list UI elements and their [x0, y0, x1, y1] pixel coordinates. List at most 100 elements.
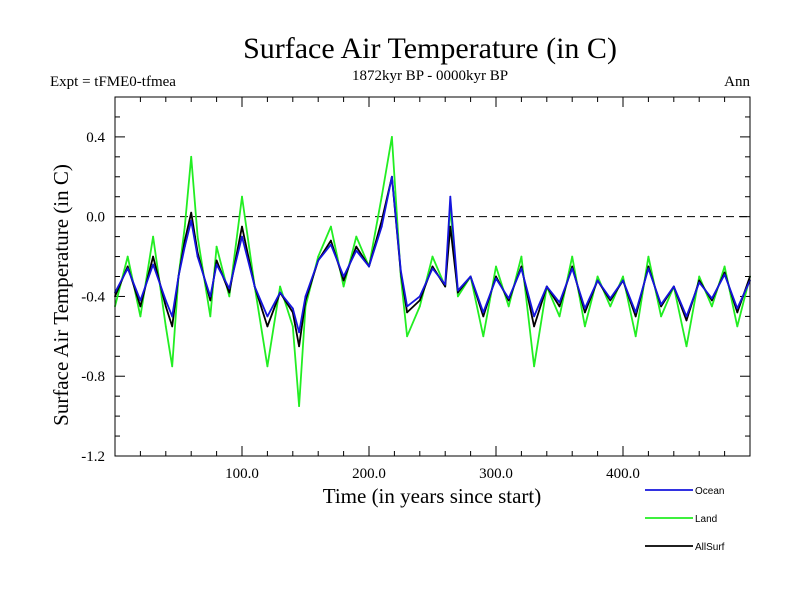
period-label: 1872kyr BP - 0000kyr BP [352, 68, 508, 84]
data-point-allsurf [571, 265, 574, 268]
data-point-ocean [152, 263, 155, 266]
data-point-ocean [558, 301, 561, 304]
chart-title: Surface Air Temperature (in C) [243, 32, 617, 65]
data-point-ocean [215, 263, 218, 266]
data-point-ocean [209, 295, 212, 298]
data-point-allsurf [660, 305, 662, 308]
data-point-ocean [449, 195, 452, 198]
legend-label: Ocean [695, 486, 724, 497]
data-point-ocean [228, 287, 231, 290]
data-point-ocean [304, 295, 307, 298]
data-point-ocean [444, 283, 447, 286]
data-point-allsurf [241, 225, 243, 228]
x-axis-label: Time (in years since start) [323, 484, 542, 508]
data-point-land [647, 255, 650, 258]
data-point-ocean [418, 295, 421, 298]
data-point-land [520, 255, 523, 258]
data-point-ocean [380, 225, 383, 228]
data-point-ocean [164, 299, 167, 302]
y-axis-label: Surface Air Temperature (in C) [49, 164, 73, 426]
data-point-allsurf [723, 271, 726, 274]
data-point-ocean [317, 259, 320, 262]
data-point-ocean [533, 315, 535, 318]
data-point-land [291, 325, 294, 328]
data-point-allsurf [330, 239, 332, 242]
data-point-allsurf [126, 265, 129, 268]
data-point-ocean [634, 311, 637, 314]
data-point-allsurf [533, 325, 535, 328]
data-point-land [533, 365, 535, 368]
data-point-ocean [203, 275, 205, 278]
data-point-ocean [723, 273, 726, 276]
data-point-land [183, 225, 186, 228]
y-tick-label: 0.4 [86, 130, 105, 146]
data-point-ocean [520, 267, 523, 270]
data-point-ocean [685, 315, 688, 318]
series-line-allsurf [114, 175, 751, 348]
x-tick-label: 200.0 [352, 466, 386, 482]
data-point-land [139, 315, 142, 318]
legend-item-ocean: Ocean [645, 486, 724, 497]
data-point-ocean [355, 249, 358, 252]
y-tick-label: -1.2 [81, 449, 105, 465]
series-line-ocean [114, 175, 751, 334]
data-point-allsurf [685, 319, 688, 322]
legend: Ocean Land AllSurf [645, 486, 725, 553]
data-point-allsurf [558, 305, 561, 308]
data-point-allsurf [495, 275, 497, 278]
data-point-ocean [171, 315, 174, 318]
x-tick-label: 300.0 [479, 466, 513, 482]
data-point-ocean [545, 285, 548, 288]
data-point-ocean [266, 315, 269, 318]
data-point-ocean [241, 235, 243, 238]
data-point-allsurf [736, 311, 739, 314]
data-point-land [736, 325, 739, 328]
data-point-allsurf [431, 265, 434, 268]
data-point-ocean [406, 305, 408, 308]
data-point-ocean [368, 265, 370, 268]
data-point-land [418, 305, 421, 308]
data-point-ocean [126, 267, 129, 270]
data-point-land [685, 345, 688, 348]
data-point-allsurf [228, 291, 231, 294]
data-point-land [209, 315, 212, 318]
data-point-land [342, 285, 345, 288]
data-point-land [152, 235, 155, 238]
series-layer [114, 135, 751, 408]
data-point-ocean [609, 297, 612, 300]
data-point-ocean [342, 275, 345, 278]
data-point-land [584, 325, 586, 328]
data-point-ocean [139, 299, 142, 302]
y-tick-label: -0.8 [81, 369, 105, 385]
data-point-allsurf [266, 325, 269, 328]
data-point-land [660, 315, 662, 318]
data-point-land [711, 305, 713, 308]
series-line-land [114, 135, 751, 408]
data-point-ocean [672, 285, 675, 288]
data-point-allsurf [190, 211, 193, 214]
data-point-land [330, 225, 332, 228]
data-point-ocean [279, 291, 281, 294]
series-land [114, 135, 751, 408]
data-point-ocean [647, 267, 650, 270]
x-tick-label: 100.0 [225, 466, 259, 482]
data-point-ocean [596, 279, 599, 282]
data-point-allsurf [355, 245, 358, 248]
data-point-allsurf [457, 291, 459, 294]
data-point-allsurf [406, 311, 408, 314]
data-point-ocean [457, 289, 459, 292]
data-point-land [391, 136, 393, 138]
season-label: Ann [724, 74, 750, 90]
data-point-allsurf [298, 345, 300, 348]
legend-label: AllSurf [695, 542, 725, 553]
data-point-ocean [196, 255, 199, 258]
data-point-land [507, 305, 510, 308]
data-point-ocean [183, 245, 186, 248]
data-point-land [164, 325, 167, 328]
data-point-land [228, 295, 231, 298]
data-point-allsurf [634, 315, 637, 318]
data-point-land [298, 405, 300, 407]
data-point-ocean [507, 297, 510, 300]
data-point-ocean [399, 269, 402, 272]
data-point-allsurf [418, 299, 421, 302]
